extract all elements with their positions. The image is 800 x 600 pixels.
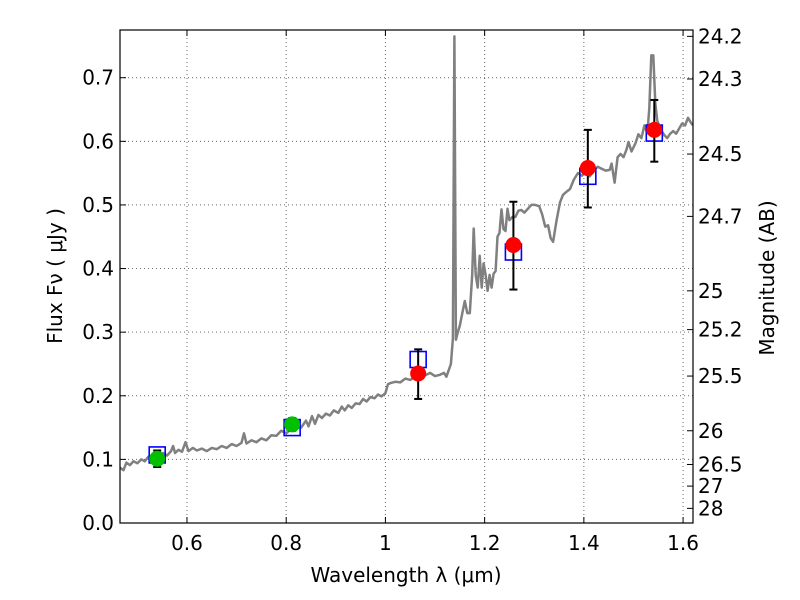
y-tick-label: 0.1 — [82, 447, 114, 471]
y-axis-right-label: Magnitude (AB) — [755, 200, 779, 355]
y-right-tick-label: 24.3 — [698, 67, 743, 91]
observed-point — [149, 450, 166, 467]
y-right-tick-label: 25 — [698, 279, 723, 303]
observed-point — [646, 121, 663, 138]
y-right-tick-label: 24.5 — [698, 142, 743, 166]
y-tick-label: 0.0 — [82, 511, 114, 535]
sed-line — [120, 35, 693, 472]
y-tick-label: 0.7 — [82, 66, 114, 90]
x-axis-label: Wavelength λ (μm) — [310, 563, 501, 587]
y-right-tick-label: 26 — [698, 419, 723, 443]
x-tick-label: 1 — [379, 531, 392, 555]
observed-point — [410, 365, 427, 382]
axes: 0.6 0.8 1 1.2 1.4 1.6 0.0 0.1 0.2 0.3 0.4 0.5 0.6 0.7… — [82, 24, 742, 555]
y-right-tick-label: 25.2 — [698, 318, 743, 342]
y-tick-label: 0.3 — [82, 320, 114, 344]
y-right-tick-label: 26.5 — [698, 452, 743, 476]
y-right-tick-label: 24.7 — [698, 204, 743, 228]
y-right-tick-label: 24.2 — [698, 24, 743, 48]
x-tick-label: 0.8 — [270, 531, 302, 555]
y-tick-label: 0.6 — [82, 129, 114, 153]
plot-area — [120, 35, 693, 472]
y-tick-label: 0.4 — [82, 257, 114, 281]
y-right-tick-label: 25.5 — [698, 364, 743, 388]
x-tick-label: 1.6 — [667, 531, 699, 555]
grid — [120, 30, 693, 523]
y-right-tick-label: 28 — [698, 496, 723, 520]
observed-point — [284, 416, 301, 433]
y-tick-label: 0.2 — [82, 384, 114, 408]
plot-frame — [119, 29, 694, 524]
y-tick-label: 0.5 — [82, 193, 114, 217]
x-tick-label: 1.2 — [469, 531, 501, 555]
x-tick-label: 0.6 — [171, 531, 203, 555]
x-tick-label: 1.4 — [568, 531, 600, 555]
observed-point — [505, 237, 522, 254]
y-axis-label: Flux Fν ( μJy ) — [43, 208, 67, 344]
y-right-tick-label: 27 — [698, 474, 723, 498]
observed-point — [579, 160, 596, 177]
